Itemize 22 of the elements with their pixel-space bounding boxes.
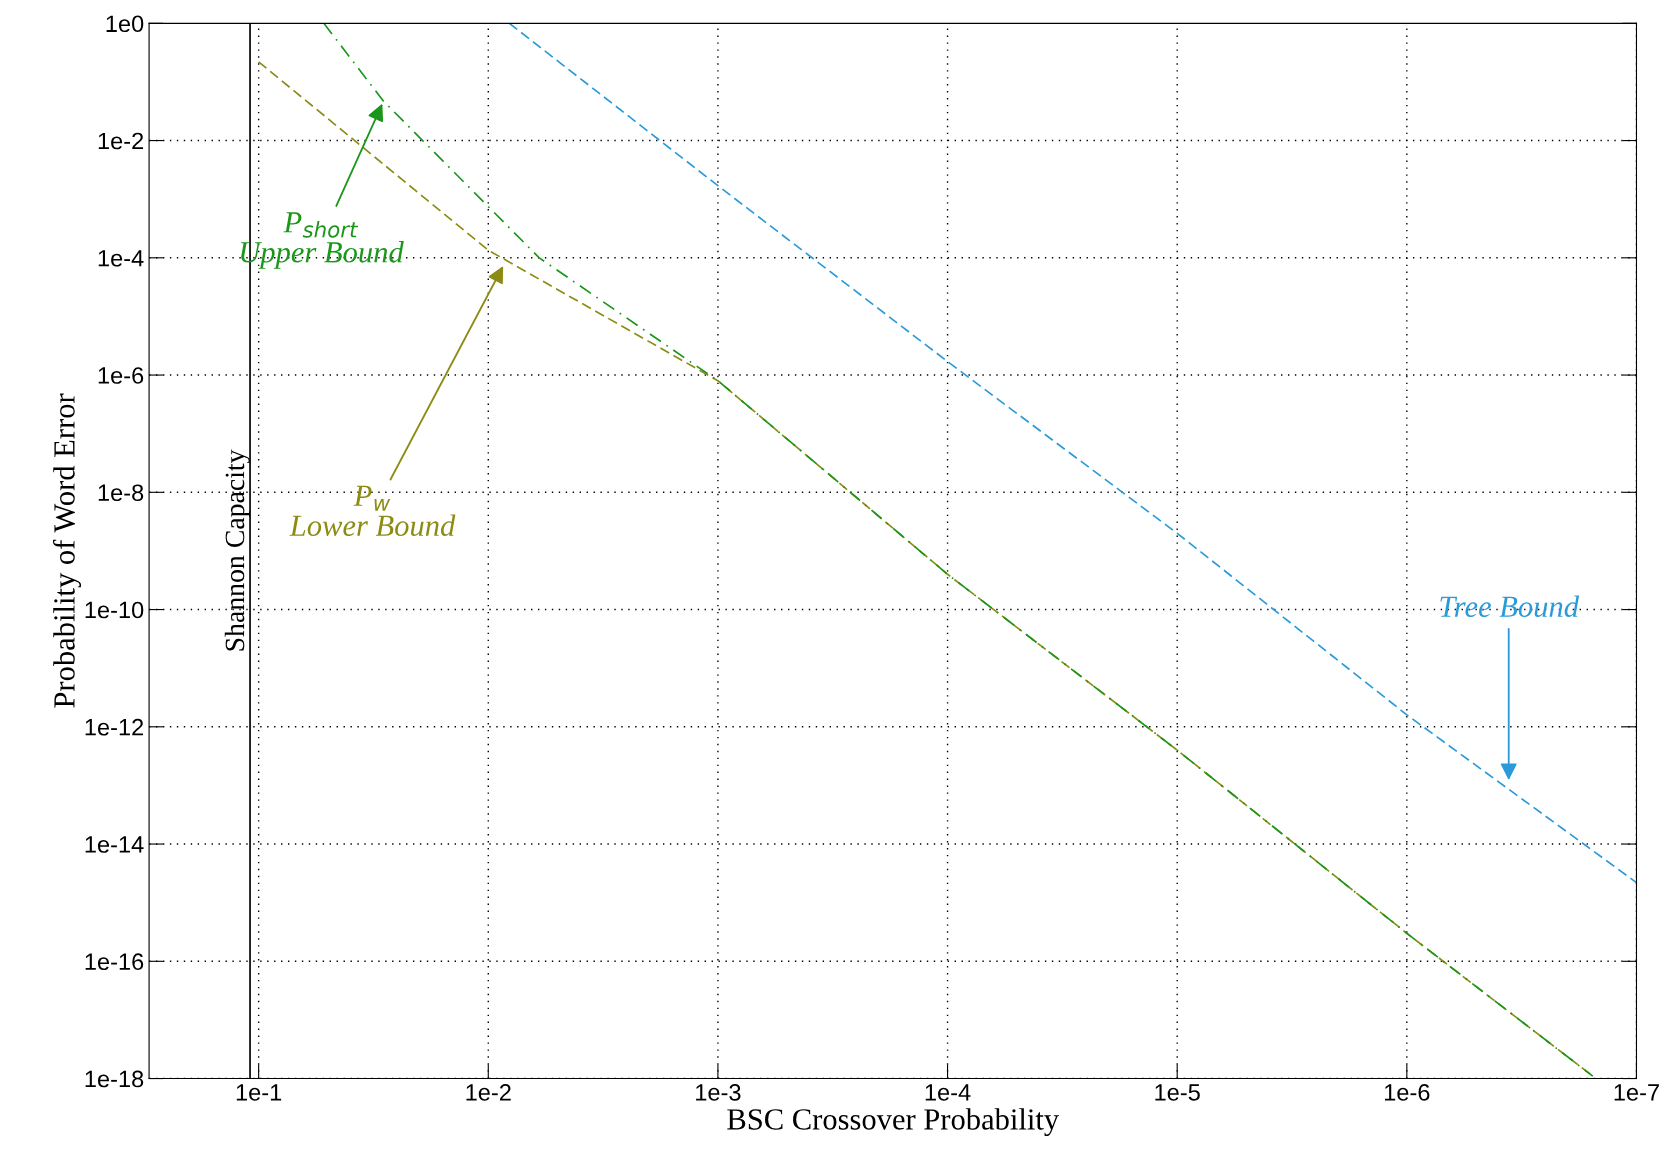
annotation: Tree Bound bbox=[1440, 595, 1580, 618]
x-tick-label: 1e-2 bbox=[466, 1084, 511, 1101]
x-tick-label: 1e-5 bbox=[1155, 1084, 1200, 1101]
annotation: P$_{w}$ Lower Bound bbox=[289, 485, 456, 537]
y-tick-label: 1e0 bbox=[106, 15, 144, 33]
y-tick-label: 1e-10 bbox=[85, 601, 144, 619]
x-tick-label: 1e-6 bbox=[1385, 1084, 1430, 1101]
x-tick-label: 1e-3 bbox=[696, 1084, 741, 1101]
ref-line-label: Shannon Capacity bbox=[224, 449, 251, 651]
y-tick-label: 1e-4 bbox=[98, 250, 144, 267]
x-tick-label: 1e-4 bbox=[925, 1084, 971, 1101]
y-tick-label: 1e-14 bbox=[85, 836, 144, 853]
y-tick-label: 1e-18 bbox=[85, 1070, 144, 1088]
y-tick-label: 1e-8 bbox=[98, 484, 144, 502]
x-tick-label: 1e-1 bbox=[236, 1084, 282, 1101]
x-axis-title: BSC Crossover Probability bbox=[727, 1108, 1060, 1136]
x-tick-label: 1e-7 bbox=[1614, 1084, 1659, 1101]
y-tick-label: 1e-16 bbox=[85, 953, 144, 971]
y-tick-label: 1e-6 bbox=[98, 367, 144, 384]
y-axis-title: Probability of Word Error bbox=[52, 393, 82, 708]
y-tick-label: 1e-2 bbox=[98, 132, 144, 150]
y-tick-label: 1e-12 bbox=[85, 718, 144, 736]
